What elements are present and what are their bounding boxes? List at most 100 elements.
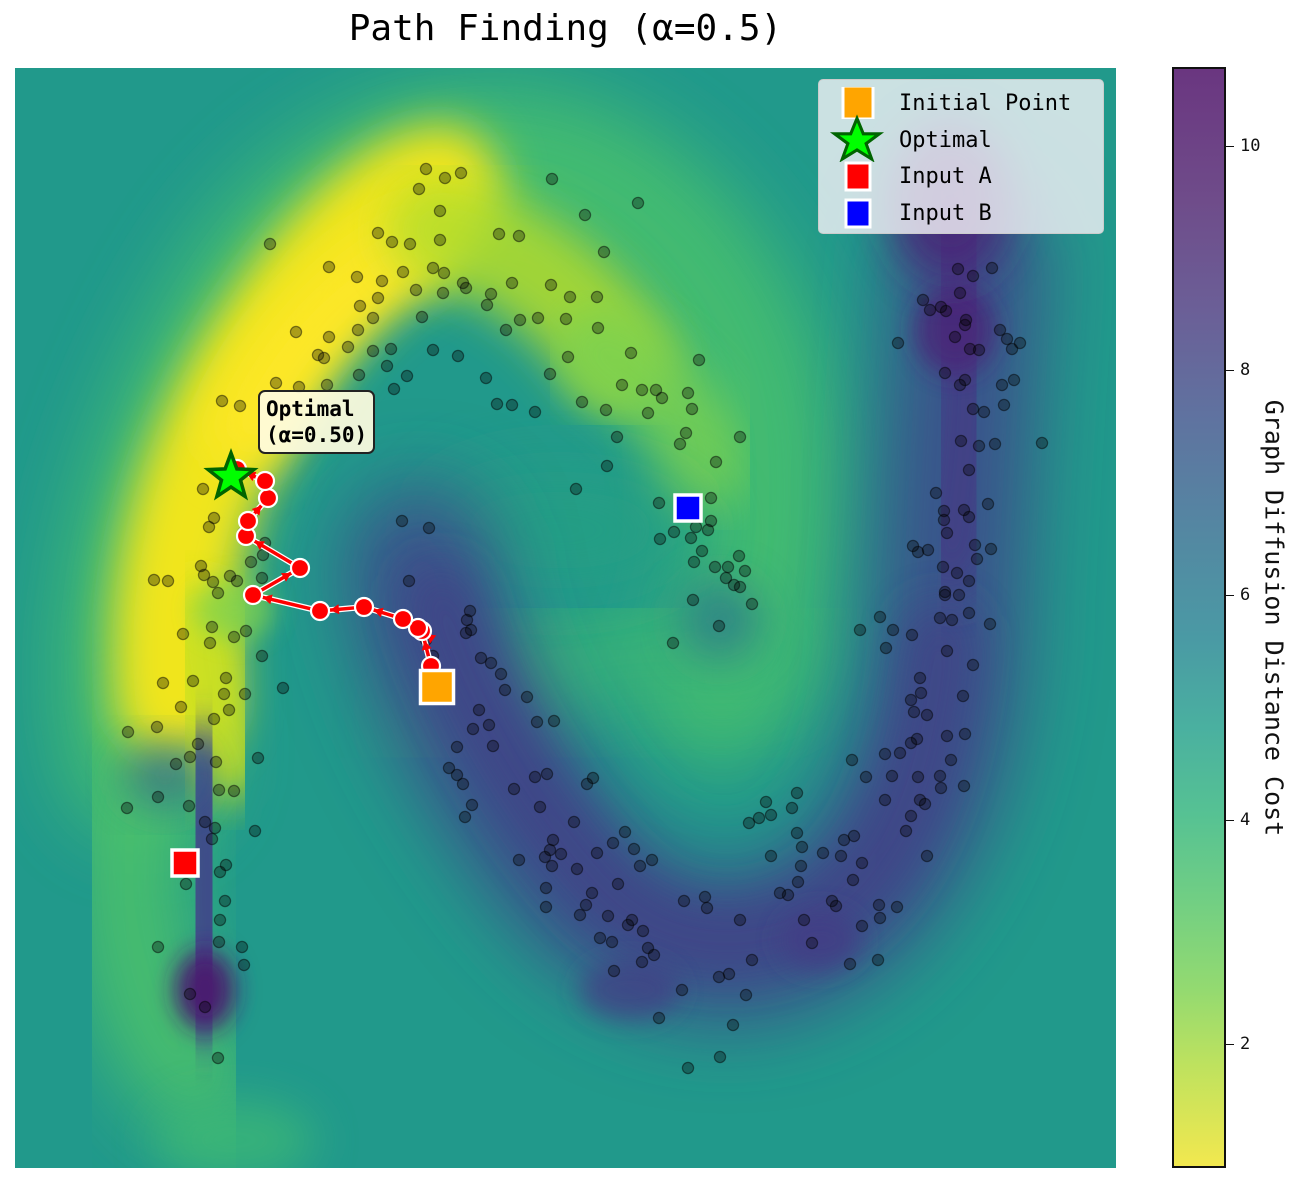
data-point [847, 829, 861, 843]
data-point [940, 644, 954, 658]
data-point [685, 402, 699, 416]
data-point [276, 681, 290, 695]
data-point [954, 434, 968, 448]
data-point [561, 350, 575, 364]
data-point [726, 1018, 740, 1032]
data-point [499, 323, 513, 337]
data-point [970, 552, 984, 566]
data-point [366, 344, 380, 358]
data-point [213, 913, 227, 927]
path-node [309, 600, 331, 622]
data-point [203, 636, 217, 650]
data-point [764, 849, 778, 863]
data-point [371, 226, 385, 240]
data-point [911, 770, 925, 784]
colorbar-tick-label: 6 [1240, 585, 1251, 606]
data-point [593, 931, 607, 945]
data-point [641, 941, 655, 955]
data-point [1035, 436, 1049, 450]
data-point [606, 836, 620, 850]
arrowhead-icon [373, 607, 384, 618]
data-point [653, 532, 667, 546]
data-point [207, 712, 221, 726]
data-point [442, 761, 456, 775]
data-point [878, 793, 892, 807]
data-point [419, 162, 433, 176]
data-point [433, 204, 447, 218]
data-point [248, 824, 262, 838]
colorbar-tick-label: 8 [1240, 360, 1251, 381]
data-point [484, 287, 498, 301]
arrowhead-icon [281, 572, 292, 582]
data-point [459, 626, 473, 640]
data-point [995, 378, 1009, 392]
data-point [855, 919, 869, 933]
data-point [940, 729, 954, 743]
data-point [805, 936, 819, 950]
data-point [320, 378, 334, 392]
data-point [466, 722, 480, 736]
data-point [855, 856, 869, 870]
data-point [937, 513, 951, 527]
data-point [212, 783, 226, 797]
colorbar [1172, 67, 1226, 1168]
data-point [673, 437, 687, 451]
data-point [322, 330, 336, 344]
legend-item-initial-point: Initial Point [819, 85, 1103, 121]
data-point [681, 1061, 695, 1075]
data-point [490, 397, 504, 411]
data-point [218, 894, 232, 908]
data-point [512, 229, 526, 243]
input-a-marker [170, 848, 200, 878]
data-point [366, 311, 380, 325]
data-point [546, 833, 560, 847]
data-point [563, 290, 577, 304]
data-point [567, 815, 581, 829]
data-point [459, 281, 473, 295]
data-point [988, 437, 1002, 451]
data-point [878, 747, 892, 761]
data-point [396, 265, 410, 279]
data-point [213, 865, 227, 879]
data-point [486, 739, 500, 753]
legend-item-input-a: Input A [819, 158, 1103, 194]
data-point [400, 369, 414, 383]
data-point [873, 610, 887, 624]
data-point [151, 940, 165, 954]
data-point [913, 793, 927, 807]
data-point [829, 899, 843, 913]
path-node [407, 617, 429, 639]
data-point [198, 815, 212, 829]
data-point [890, 900, 904, 914]
data-point [409, 283, 423, 297]
data-point [426, 343, 440, 357]
data-point [492, 227, 506, 241]
data-point [633, 859, 647, 873]
data-point [607, 964, 621, 978]
arrowhead-icon [421, 640, 432, 651]
data-point [212, 935, 226, 949]
data-point [945, 613, 959, 627]
data-point [289, 325, 303, 339]
heatmap-field [57, 83, 1045, 1168]
data-point [652, 1011, 666, 1025]
data-point [479, 371, 493, 385]
data-point [846, 873, 860, 887]
data-point [704, 514, 718, 528]
data-point [202, 520, 216, 534]
data-point [482, 718, 496, 732]
data-point [790, 786, 804, 800]
data-point [641, 406, 655, 420]
data-point [545, 172, 559, 186]
data-point [684, 531, 698, 545]
data-point [695, 544, 709, 558]
data-point [692, 353, 706, 367]
data-point [944, 753, 958, 767]
data-point [1013, 336, 1027, 350]
data-point [981, 497, 995, 511]
data-point [244, 555, 258, 569]
data-point [176, 627, 190, 641]
data-point [237, 958, 251, 972]
data-point [121, 725, 135, 739]
data-point [311, 348, 325, 362]
